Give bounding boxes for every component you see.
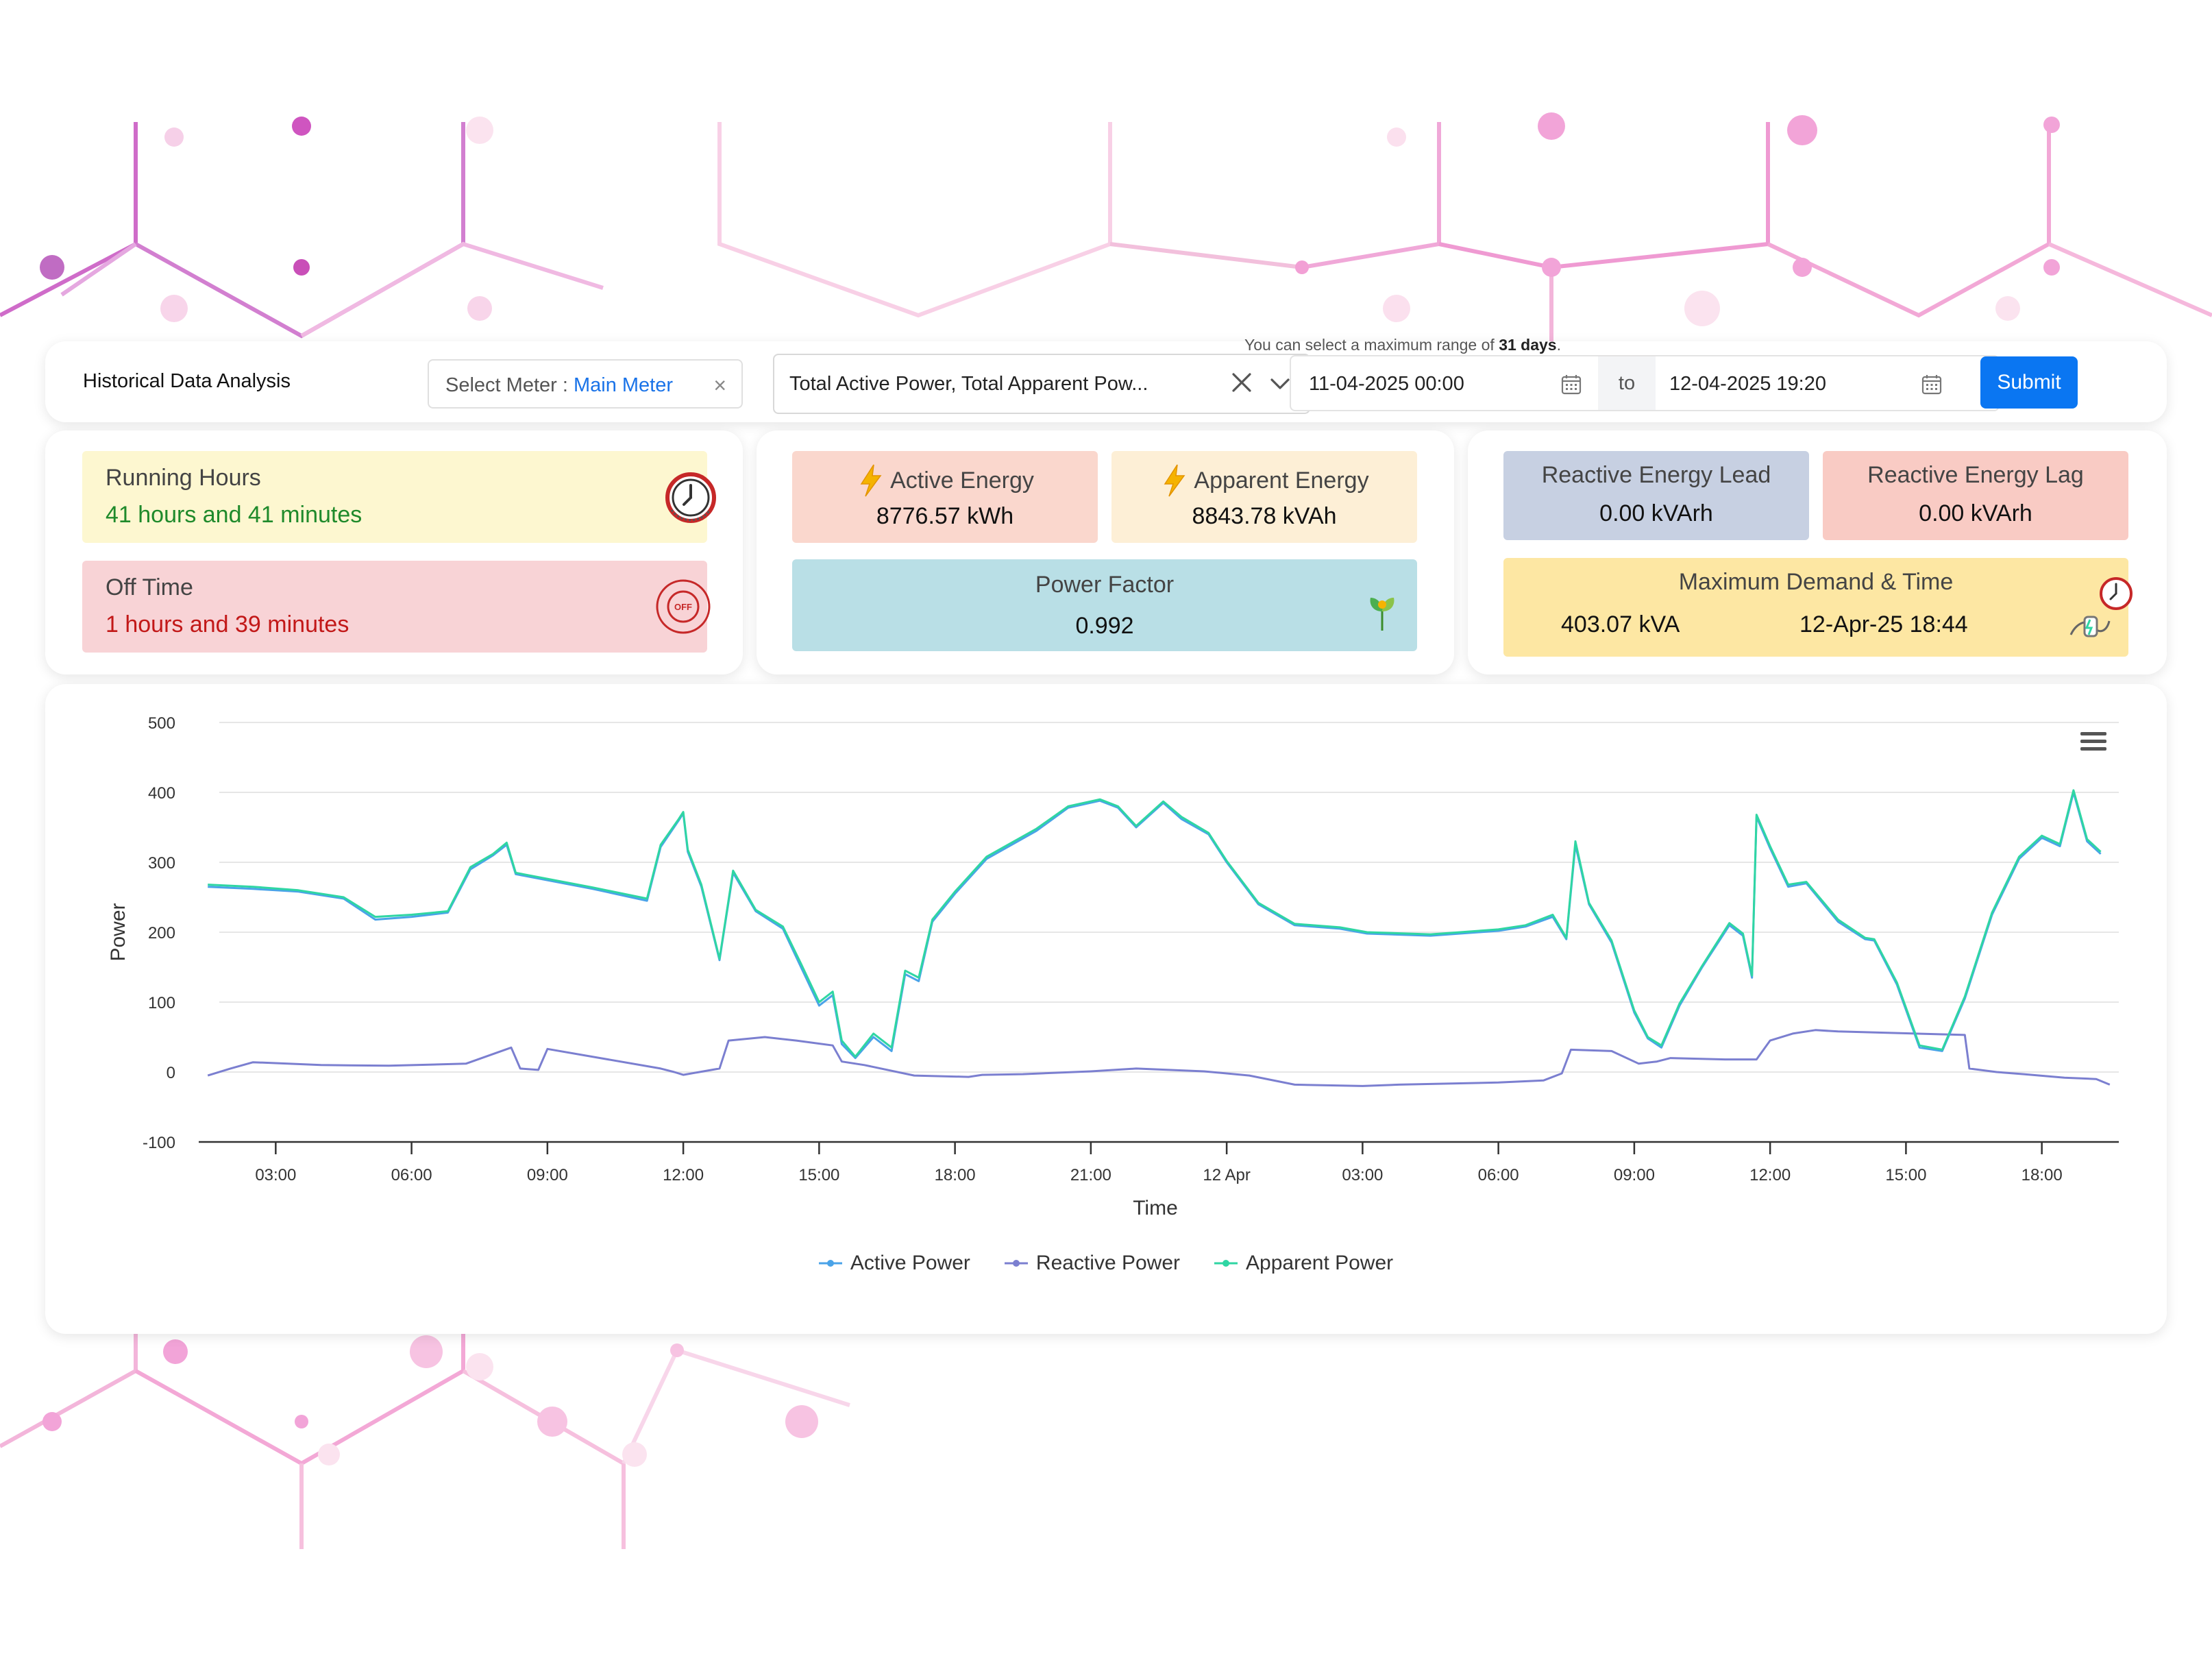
x-axis-title: Time (1133, 1197, 1178, 1219)
hexagon-pattern-top (0, 112, 2212, 343)
chevron-down-icon[interactable] (1266, 370, 1294, 398)
hours-panel: Running Hours 41 hours and 41 minutes Of… (45, 430, 743, 674)
submit-button[interactable]: Submit (1980, 356, 2078, 409)
active-energy-value: 8776.57 kWh (876, 503, 1014, 529)
x-tick-label: 09:00 (1614, 1166, 1655, 1184)
series-line-active-power[interactable] (208, 791, 2102, 1060)
power-factor-label: Power Factor (1035, 572, 1175, 598)
off-icon-text: OFF (674, 602, 692, 612)
max-demand-time: 12-Apr-25 18:44 (1799, 611, 1968, 637)
legend-marker-icon (1214, 1260, 1238, 1267)
meter-clear-icon[interactable]: × (713, 373, 726, 398)
x-tick-label: 12:00 (663, 1166, 704, 1184)
reactive-lag-value: 0.00 kVArh (1919, 500, 2032, 526)
x-tick-label: 18:00 (2021, 1166, 2063, 1184)
legend-item-apparent-power[interactable]: Apparent Power (1214, 1252, 1393, 1275)
legend-label: Reactive Power (1035, 1252, 1181, 1274)
off-time-value: 1 hours and 39 minutes (106, 611, 349, 637)
legend-item-reactive-power[interactable]: Reactive Power (1004, 1252, 1181, 1275)
max-demand-tile: Maximum Demand & Time 403.07 kVA 12-Apr-… (1503, 558, 2133, 657)
filter-bar: Historical Data Analysis Select Meter : … (45, 341, 2167, 422)
date-to-input[interactable]: 12-04-2025 19:20 (1669, 373, 1826, 395)
date-range-separator: to (1598, 356, 1656, 410)
active-energy-tile: Active Energy 8776.57 kWh (792, 451, 1098, 543)
apparent-energy-tile: Apparent Energy 8843.78 kVAh (1111, 451, 1417, 543)
calendar-icon[interactable] (1560, 373, 1583, 396)
y-tick-label: -100 (143, 1134, 175, 1152)
y-tick-label: 0 (167, 1064, 175, 1082)
legend-label: Apparent Power (1246, 1252, 1394, 1274)
y-tick-label: 200 (148, 924, 175, 942)
close-icon[interactable] (1227, 367, 1257, 398)
series-line-apparent-power[interactable] (208, 789, 2102, 1058)
chart-legend: Active Power Reactive Power Apparent Power (45, 1252, 2167, 1275)
meter-select[interactable]: Select Meter : Main Meter × (428, 359, 743, 409)
reactive-lead-tile: Reactive Energy Lead 0.00 kVArh (1503, 451, 1809, 540)
power-chart-card: -100 0 100 200 300 400 500 03:00 06:00 09:00 12:00… (45, 684, 2167, 1334)
reactive-panel: Reactive Energy Lead 0.00 kVArh Reactive… (1468, 430, 2167, 674)
running-hours-label: Running Hours (106, 465, 261, 491)
power-factor-value: 0.992 (1075, 613, 1134, 639)
series-line-reactive-power[interactable] (207, 1029, 2111, 1087)
running-hours-tile: Running Hours 41 hours and 41 minutes (82, 451, 716, 543)
reactive-lead-value: 0.00 kVArh (1599, 500, 1713, 526)
y-tick-label: 400 (148, 784, 175, 803)
x-tick-label: 21:00 (1070, 1166, 1111, 1184)
y-tick-label: 300 (148, 854, 175, 873)
lightning-bolt-icon (860, 464, 882, 497)
power-factor-tile: Power Factor 0.992 (792, 559, 1417, 651)
range-hint-suffix: . (1556, 336, 1561, 354)
hamburger-menu-icon[interactable] (2078, 729, 2109, 754)
x-tick-label: 12 Apr (1203, 1166, 1250, 1184)
x-tick-label: 06:00 (391, 1166, 432, 1184)
x-tick-label: 18:00 (935, 1166, 976, 1184)
y-tick-label: 100 (148, 994, 175, 1012)
page-title: Historical Data Analysis (83, 370, 291, 392)
apparent-energy-label: Apparent Energy (1194, 467, 1369, 494)
lightning-bolt-icon (1164, 464, 1185, 497)
legend-marker-icon (818, 1260, 842, 1267)
max-demand-value: 403.07 kVA (1561, 611, 1680, 637)
parameter-select-value: Total Active Power, Total Apparent Pow..… (789, 373, 1148, 395)
energy-panel: Active Energy 8776.57 kWh Apparent Energ… (757, 430, 1454, 674)
reactive-lag-tile: Reactive Energy Lag 0.00 kVArh (1823, 451, 2128, 540)
range-hint: You can select a maximum range of 31 day… (1244, 336, 1561, 354)
reactive-lag-label: Reactive Energy Lag (1867, 462, 2084, 488)
meter-select-label: Select Meter : (445, 374, 568, 396)
calendar-icon[interactable] (1920, 373, 1943, 396)
legend-marker-icon (1004, 1260, 1028, 1267)
x-tick-label: 03:00 (1342, 1166, 1383, 1184)
apparent-energy-value: 8843.78 kVAh (1192, 503, 1337, 529)
hexagon-pattern-bottom (0, 1330, 850, 1549)
date-range-picker: 11-04-2025 00:00 to 12-04-2025 19:20 (1290, 355, 2000, 411)
reactive-lead-label: Reactive Energy Lead (1541, 462, 1771, 488)
x-tick-label: 06:00 (1478, 1166, 1519, 1184)
x-tick-label: 12:00 (1749, 1166, 1791, 1184)
x-tick-label: 15:00 (1885, 1166, 1926, 1184)
gauge-plug-icon (2069, 577, 2133, 637)
parameter-select[interactable]: Total Active Power, Total Apparent Pow..… (773, 354, 1310, 414)
range-hint-days: 31 days (1499, 336, 1557, 354)
off-time-tile: Off Time 1 hours and 39 minutes OFF (82, 561, 711, 653)
range-hint-prefix: You can select a maximum range of (1244, 336, 1495, 354)
date-from-input[interactable]: 11-04-2025 00:00 (1309, 373, 1464, 395)
gauge-icon (665, 472, 716, 523)
max-demand-label: Maximum Demand & Time (1678, 569, 1954, 595)
x-tick-label: 15:00 (798, 1166, 839, 1184)
x-tick-label: 03:00 (255, 1166, 296, 1184)
x-tick-label: 09:00 (527, 1166, 568, 1184)
legend-label: Active Power (850, 1252, 970, 1274)
plant-icon (1370, 598, 1394, 631)
legend-item-active-power[interactable]: Active Power (818, 1252, 970, 1275)
meter-select-value: Main Meter (573, 374, 674, 396)
y-tick-label: 500 (148, 714, 175, 733)
active-energy-label: Active Energy (890, 467, 1034, 494)
off-time-label: Off Time (106, 574, 193, 600)
power-off-icon: OFF (656, 579, 711, 634)
running-hours-value: 41 hours and 41 minutes (106, 502, 362, 528)
y-axis-title: Power (107, 903, 130, 961)
power-chart: -100 0 100 200 300 400 500 03:00 06:00 09:00 12:00… (107, 714, 2119, 1219)
